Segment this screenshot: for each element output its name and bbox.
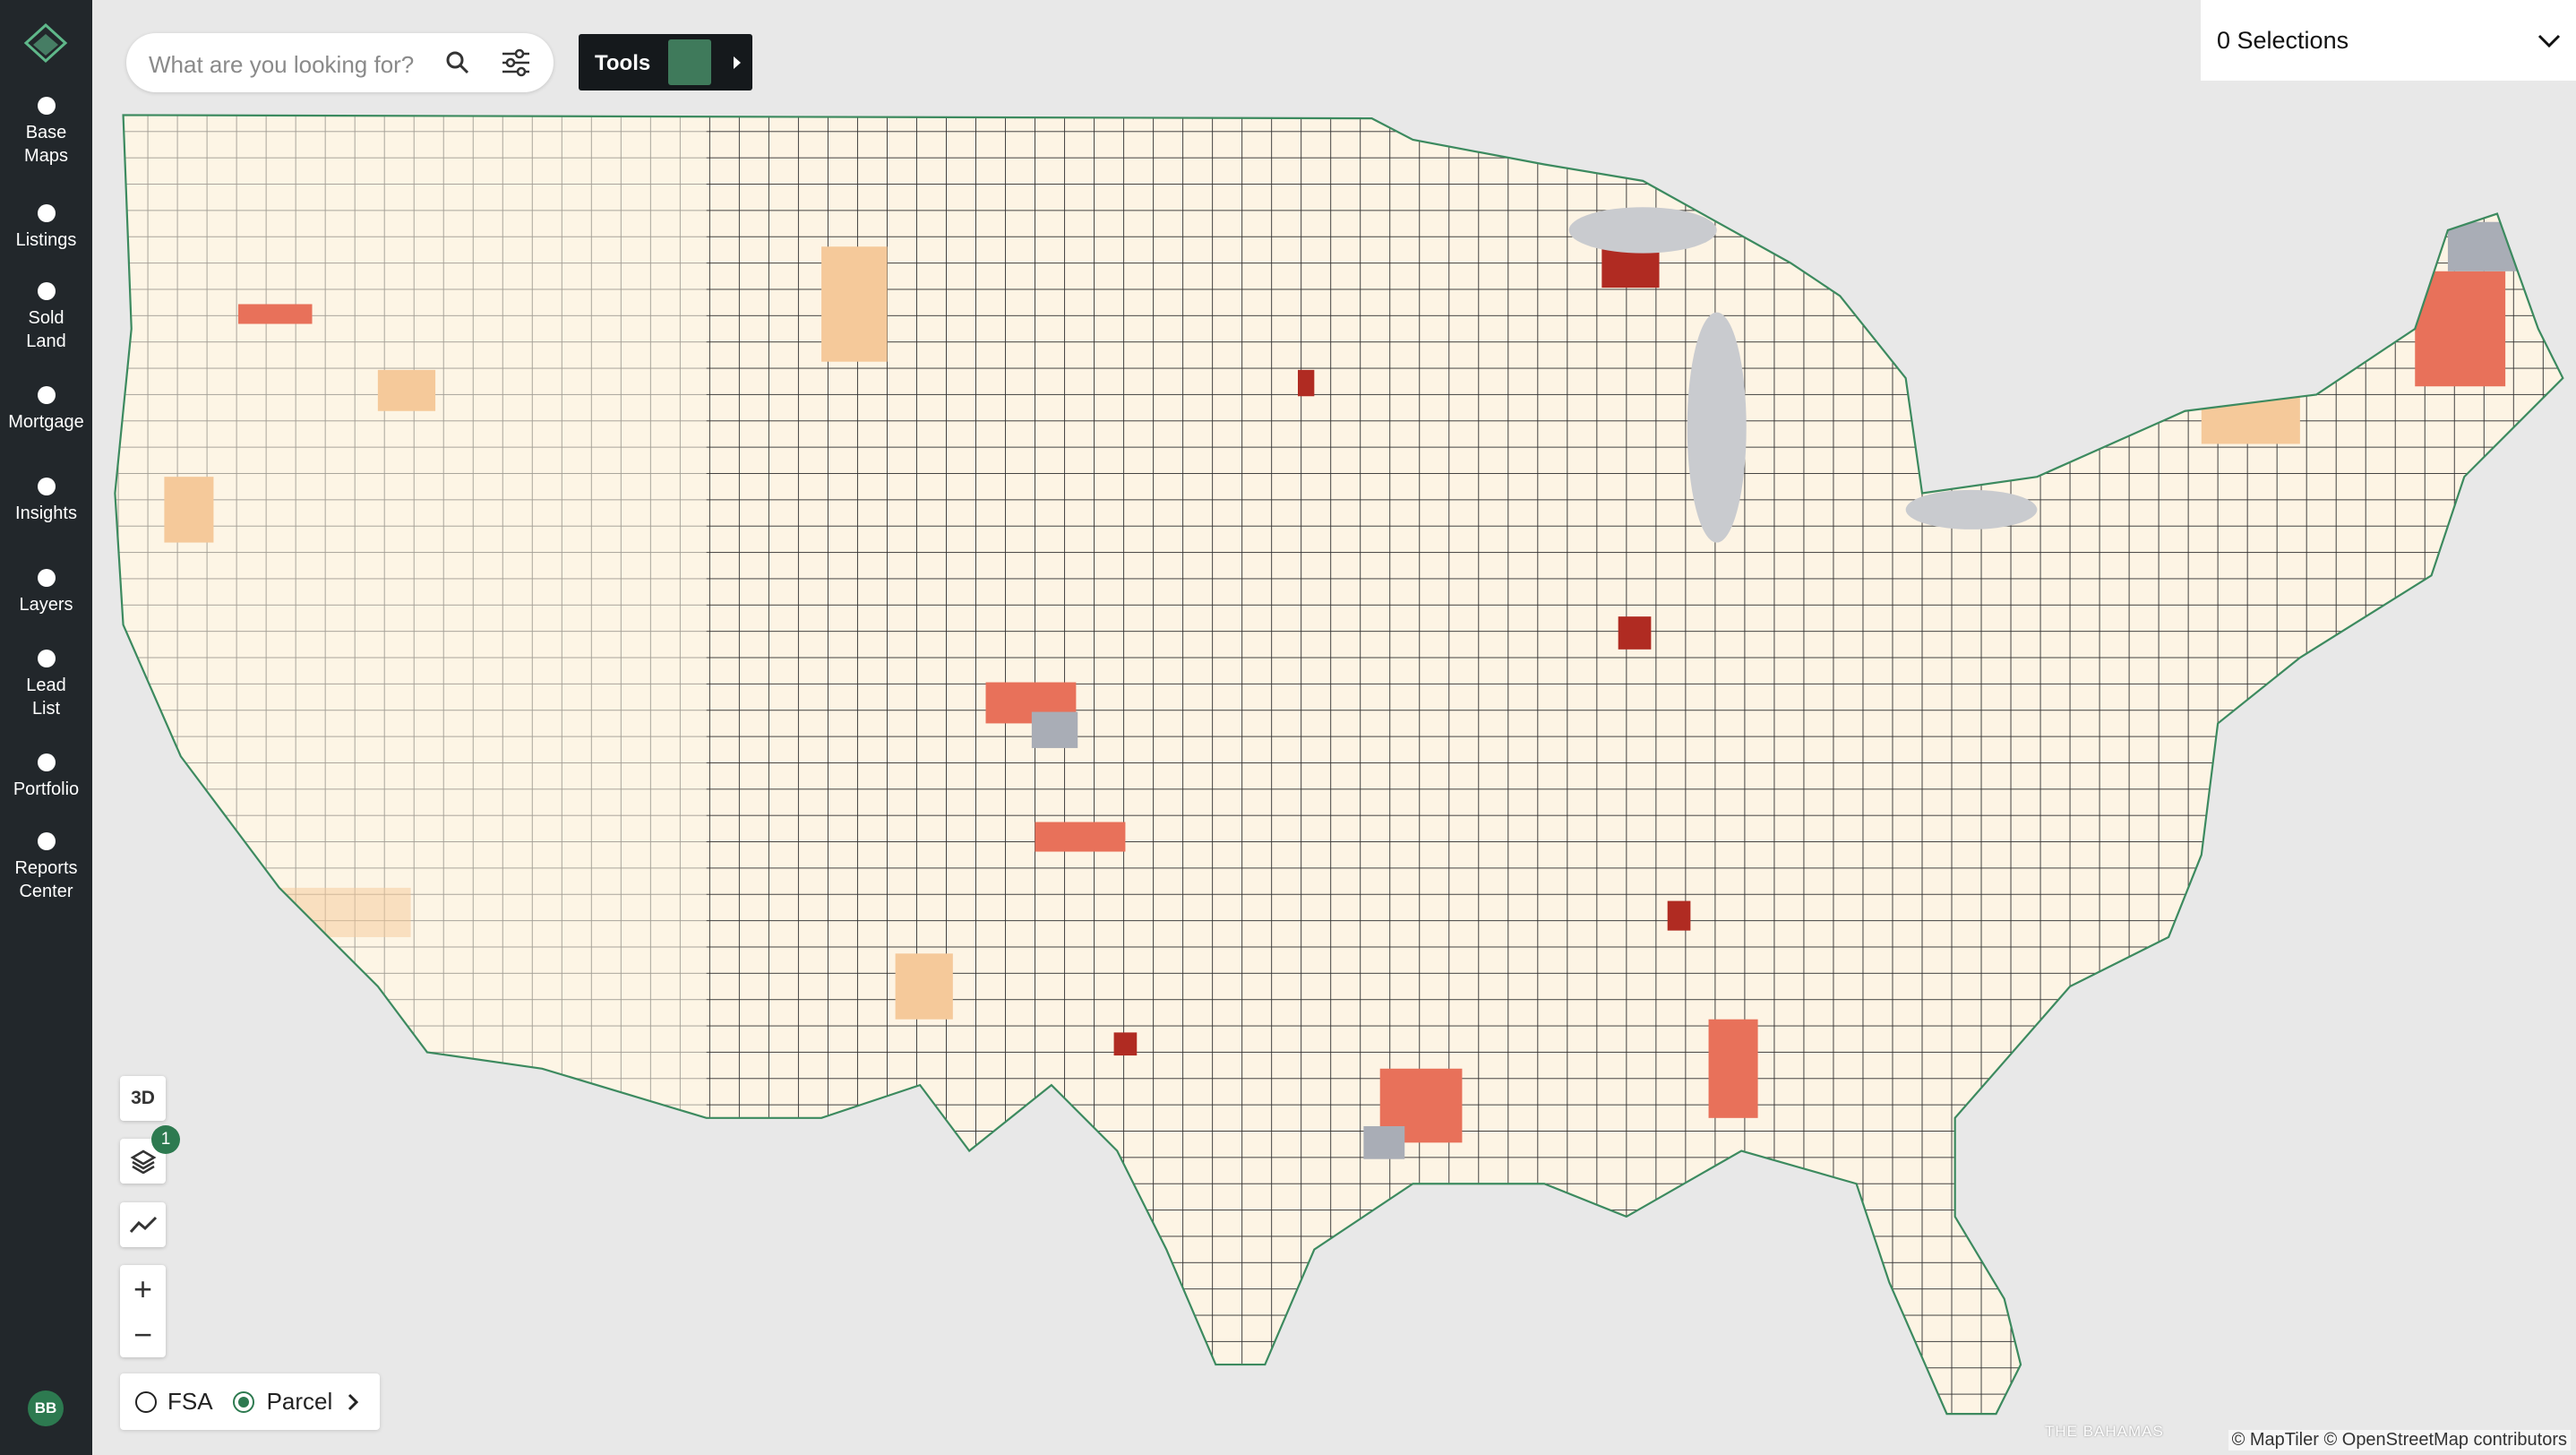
nav-item[interactable]: Mortgage [0,383,92,434]
tools-label[interactable]: Tools [595,51,651,75]
tools-active-icon[interactable] [668,39,711,85]
nav-icon[interactable] [35,647,58,670]
layers-badge: 1 [151,1125,180,1154]
nav-icon[interactable] [35,280,58,303]
nav-item[interactable]: Sold Land [0,280,92,353]
parcel-radio[interactable] [232,1390,254,1413]
nav-label[interactable]: Mortgage [8,412,84,432]
nav-icon[interactable] [35,830,58,853]
nav-icon[interactable] [35,566,58,590]
toggle-chevron[interactable] [347,1392,359,1412]
parcel-option[interactable]: Parcel [266,1388,333,1415]
attribution: © MapTiler © OpenStreetMap contributors [2228,1430,2571,1451]
zoom-control: + − [120,1265,166,1357]
nav-label[interactable]: Center [19,882,73,901]
search-placeholder[interactable]: What are you looking for? [149,51,415,78]
nav-label[interactable]: Portfolio [13,779,80,799]
nav-icon[interactable] [35,751,58,774]
nav-label[interactable]: Sold [28,308,64,328]
nav-item[interactable]: Layers [0,566,92,616]
nav-label[interactable]: Maps [24,146,68,166]
logo[interactable] [22,22,69,68]
lake [1687,312,1747,543]
selections-chevron[interactable] [2536,32,2563,50]
nav-icon[interactable] [35,383,58,407]
nav-label[interactable]: Insights [15,504,77,523]
tools-button[interactable]: Tools [579,34,752,90]
nav-label[interactable]: Reports [14,858,78,878]
selections-panel[interactable]: 0 Selections [2201,0,2576,81]
lake [1568,207,1717,254]
nav-label[interactable]: Land [26,331,66,351]
nav-label[interactable]: List [31,699,61,719]
tools-expand[interactable] [731,54,743,72]
sidebar: Base Maps Listings Sold Land Mortgage Insights… [0,0,92,1455]
search-icon[interactable] [444,49,471,76]
map-label: THE BAHAMAS [2045,1423,2164,1440]
nav-label[interactable]: Layers [19,595,73,615]
nav-item[interactable]: Insights [0,475,92,525]
fsa-radio[interactable] [135,1390,157,1413]
search-bar[interactable]: What are you looking for? [126,33,554,92]
lake [1905,489,2038,529]
nav-label[interactable]: Lead [26,676,66,695]
insights-button[interactable] [120,1202,166,1247]
layer-toggle: FSA Parcel [120,1373,380,1430]
nav-label[interactable]: Listings [15,230,77,250]
nav-item[interactable]: Reports Center [0,830,92,903]
nav-item[interactable]: Portfolio [0,751,92,801]
nav-item[interactable]: Listings [0,202,92,252]
nav-icon[interactable] [35,475,58,498]
selections-label[interactable]: 0 Selections [2217,27,2349,54]
nav-label[interactable]: Base [25,123,67,142]
fsa-option[interactable]: FSA [167,1388,213,1415]
user-avatar[interactable]: BB [28,1390,64,1426]
nav-item[interactable]: Base Maps [0,94,92,168]
layers-icon[interactable] [130,1149,157,1174]
zoom-out[interactable]: − [133,1315,153,1353]
nav-icon[interactable] [35,94,58,117]
3d-button[interactable]: 3D [120,1076,166,1121]
filter-icon[interactable] [500,47,532,79]
nav-icon[interactable] [35,202,58,225]
insights-icon[interactable] [129,1215,158,1235]
nav-item[interactable]: Lead List [0,647,92,720]
zoom-in[interactable]: + [133,1270,153,1307]
